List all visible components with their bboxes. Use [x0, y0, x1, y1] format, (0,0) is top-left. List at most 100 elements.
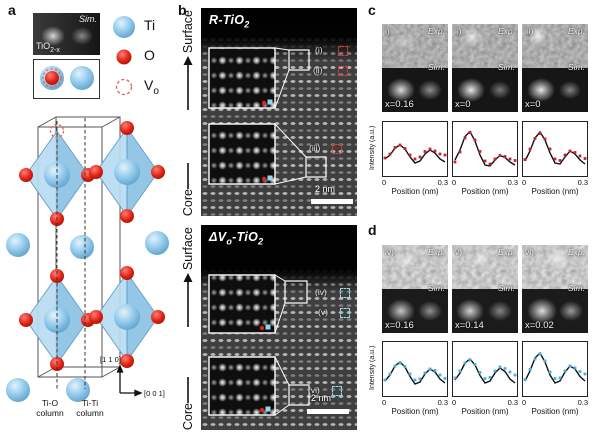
ti-o-column-label-2: column	[36, 408, 64, 418]
tile-x-value: x=0.02	[525, 320, 554, 331]
marker-box-ii	[338, 66, 348, 76]
marker-box-iii	[332, 144, 342, 154]
column-species-graphic	[40, 66, 94, 90]
intensity-profile-chart-iii	[523, 130, 587, 165]
intensity-profile-chart-iv	[383, 361, 447, 385]
stem-graphic-top	[201, 8, 357, 216]
stem-image-dvo-tio2: ΔVo-TiO2 (iv) (v) (vi) 2 nm	[201, 225, 357, 430]
column-species-box	[33, 59, 100, 99]
ti-atom-icon	[113, 16, 135, 38]
panel-letter-b: b	[178, 2, 187, 18]
micrograph-tile-i: i) Exp. Sim. x=0.16	[382, 24, 448, 112]
atom-legend: Ti O Vo	[112, 12, 174, 102]
intensity-plot-ii: 0 0.3 Position (nm)	[452, 121, 518, 196]
intensity-plot-iii: 0 0.3 Position (nm)	[522, 121, 588, 196]
x-axis-label: Position (nm)	[461, 187, 509, 196]
sim-label: Sim.	[79, 14, 97, 24]
marker-label-v: (v)	[318, 307, 328, 317]
tile-x-value: x=0.16	[385, 99, 414, 110]
tile-x-value: x=0.14	[455, 320, 484, 331]
marker-label-ii: (ii)	[313, 65, 323, 75]
legend-label-o: O	[144, 47, 155, 64]
panel-c: i) Exp. Sim. x=0.16 ii) Exp. Sim. x=0 ii…	[362, 0, 600, 215]
tile-exp-label: Exp.	[427, 26, 445, 36]
scale-label-bottom: 2 nm	[311, 393, 332, 403]
tile-exp-label: Exp.	[497, 247, 515, 257]
tile-id: vi)	[525, 247, 534, 257]
panel-letter-d: d	[368, 222, 377, 238]
x-ticks: 0 0.3	[452, 178, 518, 187]
o-atom-icon	[116, 49, 132, 65]
tile-id: ii)	[455, 26, 462, 36]
tile-exp-label: Exp.	[567, 26, 585, 36]
surface-label: Surface	[181, 10, 195, 54]
intensity-plot-vi: 0 0.3 Position (nm)	[522, 341, 588, 416]
tile-id: iii)	[525, 26, 534, 36]
stem-title-r-tio2: R-TiO2	[209, 13, 250, 30]
tile-x-value: x=0.16	[385, 320, 414, 331]
panel-b: Surface Core	[176, 0, 360, 435]
ti-ti-column-label-2: column	[76, 408, 104, 418]
marker-label-i: (i)	[315, 45, 323, 55]
y-axis-label: Intensity (a.u.)	[369, 125, 376, 171]
surface-label-2: Surface	[181, 227, 195, 271]
tile-id: i)	[385, 26, 390, 36]
vacancy-icon	[115, 78, 133, 96]
panel-letter-a: a	[8, 2, 16, 18]
x-ticks: 0 0.3	[452, 398, 518, 407]
scale-bar-bottom	[307, 409, 349, 414]
tile-exp-label: Exp.	[427, 247, 445, 257]
marker-label-vi: (vi)	[308, 385, 320, 395]
marker-label-iv: (iv)	[315, 287, 327, 297]
core-tick-line-2	[187, 376, 189, 403]
marker-label-iii: (iii)	[309, 143, 321, 153]
tile-sim-label: Sim.	[568, 62, 585, 72]
legend-row-o: O	[112, 42, 174, 72]
sim-thumb-graphic	[33, 13, 100, 55]
surface-core-axis-bottom: Surface Core	[176, 227, 200, 430]
tile-sim-label: Sim.	[568, 283, 585, 293]
x-ticks: 0 0.3	[522, 178, 588, 187]
x-axis-label: Position (nm)	[391, 407, 439, 416]
tile-sim-label: Sim.	[498, 62, 515, 72]
intensity-profile-chart-v	[453, 358, 517, 384]
intensity-profile-chart-ii	[453, 130, 517, 167]
x-axis-label: Position (nm)	[391, 187, 439, 196]
material-label: TiO2-x	[36, 41, 60, 54]
marker-box-v	[340, 308, 350, 318]
stem-graphic-bottom	[201, 225, 357, 430]
surface-core-axis-top: Surface Core	[176, 10, 200, 216]
micrograph-tile-iv: iv) Exp. Sim. x=0.16	[382, 245, 448, 333]
x-ticks: 0 0.3	[382, 398, 448, 407]
x-ticks: 0 0.3	[382, 178, 448, 187]
tile-exp-label: Exp.	[497, 26, 515, 36]
marker-box-i	[338, 46, 348, 56]
tile-sim-label: Sim.	[428, 62, 445, 72]
ti-ti-column-label-1: Ti-Ti	[82, 398, 98, 408]
intensity-plot-v: 0 0.3 Position (nm)	[452, 341, 518, 416]
surface-arrow-icon-2	[183, 273, 193, 328]
tile-x-value: x=0	[525, 99, 541, 110]
intensity-plot-iv: Intensity (a.u.) 0 0.3 Position (nm)	[369, 341, 448, 416]
tile-id: iv)	[385, 247, 394, 257]
x-ticks: 0 0.3	[522, 398, 588, 407]
axis-001-label: [0 0 1]	[144, 389, 165, 398]
tile-sim-label: Sim.	[428, 283, 445, 293]
micrograph-tile-ii: ii) Exp. Sim. x=0	[452, 24, 518, 112]
tile-id: v)	[455, 247, 463, 257]
surface-arrow-icon	[183, 56, 193, 111]
core-label: Core	[181, 188, 195, 216]
scale-bar-top	[311, 199, 353, 204]
tile-x-value: x=0	[455, 99, 471, 110]
legend-row-ti: Ti	[112, 12, 174, 42]
marker-box-iv	[340, 288, 350, 298]
tile-sim-label: Sim.	[498, 283, 515, 293]
legend-row-vacancy: Vo	[112, 72, 174, 102]
intensity-plot-i: Intensity (a.u.) 0 0.3 Position (nm)	[369, 121, 448, 196]
crystal-structure: Ti-O column Ti-Ti column [1 1 0] [0 0 1]	[6, 116, 169, 418]
panel-d: iv) Exp. Sim. x=0.16 v) Exp. Sim. x=0.14…	[362, 215, 600, 435]
stem-image-r-tio2: R-TiO2 (i) (ii) (iii) 2 nm	[201, 8, 357, 216]
x-axis-label: Position (nm)	[531, 187, 579, 196]
tile-exp-label: Exp.	[567, 247, 585, 257]
